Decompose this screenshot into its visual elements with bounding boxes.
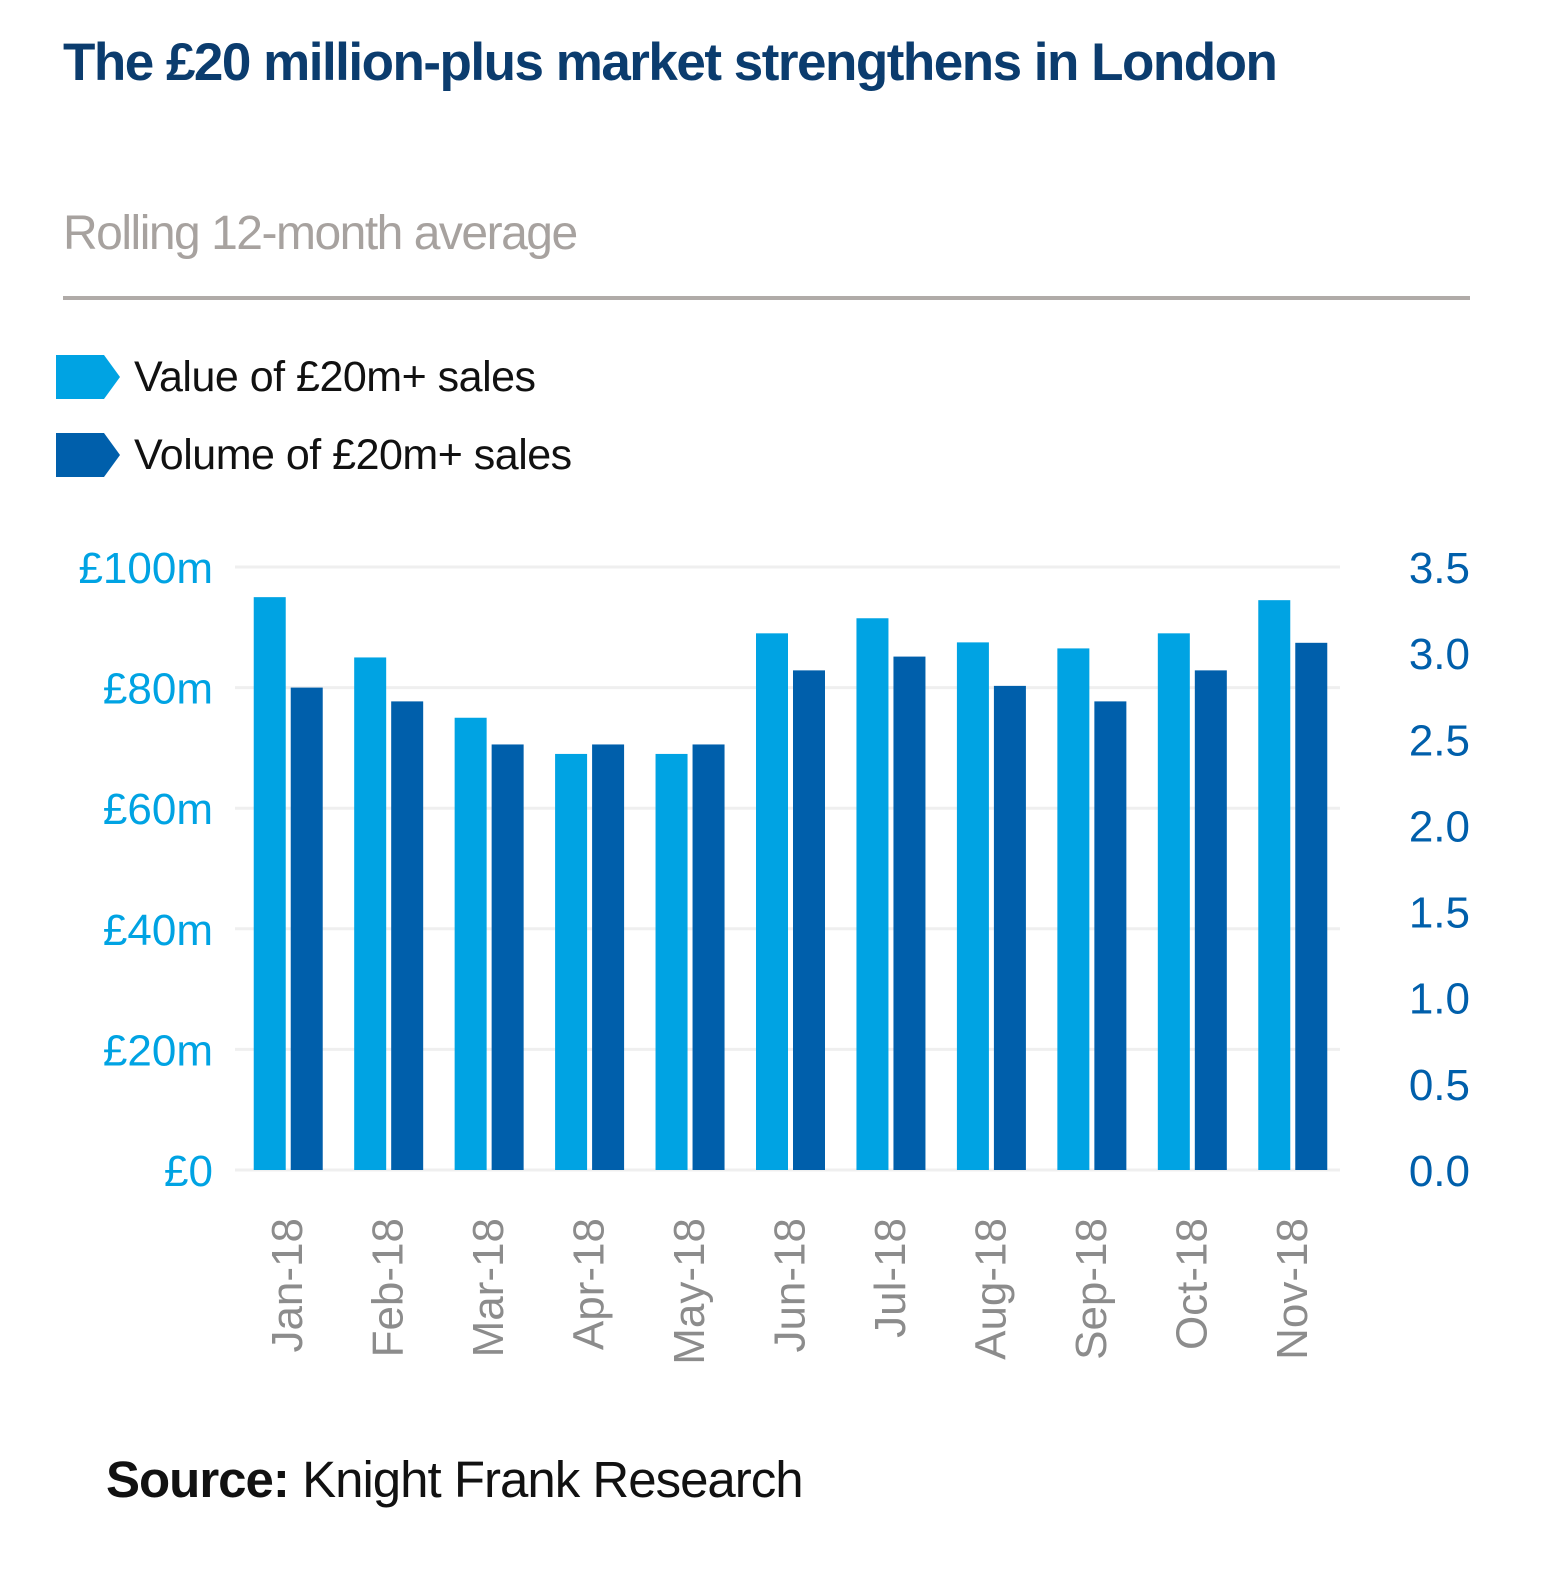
bar-value bbox=[856, 618, 889, 1170]
bar-volume bbox=[491, 744, 524, 1170]
legend-label-volume: Volume of £20m+ sales bbox=[134, 430, 572, 479]
y-right-tick-label: 3.5 bbox=[1409, 544, 1470, 593]
bar-volume bbox=[993, 685, 1026, 1170]
y-axis-right: 0.0 0.5 1.0 1.5 2.0 2.5 3.0 3.5 bbox=[1409, 544, 1470, 1196]
y-right-tick-label: 0.5 bbox=[1409, 1061, 1470, 1110]
y-left-tick-label: £100m bbox=[78, 544, 213, 593]
bar-value bbox=[555, 753, 588, 1170]
chart-subtitle: Rolling 12-month average bbox=[63, 207, 578, 260]
y-left-tick-label: £80m bbox=[103, 665, 213, 714]
x-tick-label: Jul-18 bbox=[866, 1218, 915, 1338]
title-divider bbox=[63, 296, 1470, 300]
bar-volume bbox=[793, 670, 825, 1170]
bar-value bbox=[354, 657, 387, 1170]
x-axis-labels: Jan-18 Feb-18 Mar-18 Apr-18 May-18 Jun-18 Jul-… bbox=[263, 1218, 1317, 1365]
bars bbox=[253, 597, 1328, 1170]
bar-volume bbox=[893, 656, 926, 1170]
y-left-tick-label: £0 bbox=[164, 1147, 213, 1196]
x-tick-label: Jun-18 bbox=[766, 1218, 815, 1353]
legend: Value of £20m+ sales Volume of £20m+ sal… bbox=[56, 338, 572, 494]
bar-volume bbox=[592, 744, 625, 1170]
x-tick-label: Nov-18 bbox=[1268, 1218, 1317, 1360]
y-right-tick-label: 1.0 bbox=[1409, 975, 1470, 1024]
x-tick-label: Aug-18 bbox=[966, 1218, 1015, 1360]
bar-value bbox=[756, 633, 788, 1170]
y-right-tick-label: 2.5 bbox=[1409, 716, 1470, 765]
bar-volume bbox=[1194, 670, 1227, 1170]
y-left-tick-label: £40m bbox=[103, 906, 213, 955]
x-tick-label: Jan-18 bbox=[263, 1218, 312, 1353]
bar-value bbox=[1057, 648, 1090, 1170]
bar-volume bbox=[391, 701, 424, 1170]
x-tick-label: May-18 bbox=[665, 1218, 714, 1365]
bar-value bbox=[1157, 633, 1190, 1170]
y-right-tick-label: 3.0 bbox=[1409, 630, 1470, 679]
source-text: Knight Frank Research bbox=[302, 1451, 804, 1508]
bar-value bbox=[1258, 600, 1291, 1170]
bar-volume bbox=[1094, 701, 1127, 1170]
bar-value bbox=[956, 642, 989, 1170]
legend-item-volume: Volume of £20m+ sales bbox=[56, 416, 572, 494]
chart-title: The £20 million-plus market strengthens … bbox=[63, 33, 1278, 92]
bar-volume bbox=[1295, 642, 1328, 1170]
x-tick-label: Mar-18 bbox=[464, 1218, 513, 1357]
y-right-tick-label: 2.0 bbox=[1409, 802, 1470, 851]
legend-item-value: Value of £20m+ sales bbox=[56, 338, 572, 416]
legend-swatch-volume-icon bbox=[56, 433, 120, 477]
bar-volume bbox=[692, 744, 725, 1170]
y-axis-left: £0 £20m £40m £60m £80m £100m bbox=[78, 544, 213, 1196]
source-note: Source: Knight Frank Research bbox=[106, 1450, 804, 1509]
y-left-tick-label: £20m bbox=[103, 1026, 213, 1075]
legend-swatch-value-icon bbox=[56, 355, 120, 399]
legend-label-value: Value of £20m+ sales bbox=[134, 352, 536, 401]
bar-volume bbox=[290, 687, 323, 1170]
y-left-tick-label: £60m bbox=[103, 785, 213, 834]
bar-value bbox=[655, 753, 688, 1170]
x-tick-label: Sep-18 bbox=[1067, 1218, 1116, 1360]
y-right-tick-label: 1.5 bbox=[1409, 889, 1470, 938]
bar-value bbox=[454, 717, 487, 1170]
source-label: Source: bbox=[106, 1451, 290, 1508]
x-tick-label: Apr-18 bbox=[565, 1218, 614, 1350]
x-tick-label: Feb-18 bbox=[364, 1218, 413, 1357]
y-right-tick-label: 0.0 bbox=[1409, 1147, 1470, 1196]
x-tick-label: Oct-18 bbox=[1167, 1218, 1216, 1350]
bar-value bbox=[253, 597, 286, 1170]
